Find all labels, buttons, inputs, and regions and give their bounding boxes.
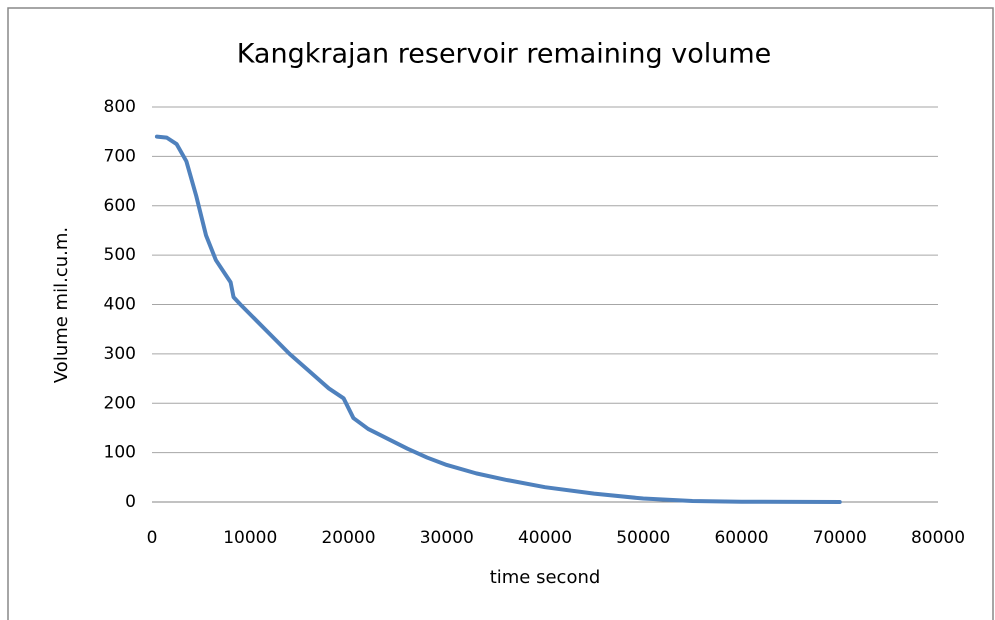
y-tick-label: 200 — [104, 393, 136, 413]
y-tick-label: 500 — [104, 245, 136, 265]
x-tick-label: 50000 — [616, 528, 670, 548]
y-tick-label: 0 — [125, 492, 136, 512]
y-tick-label: 800 — [104, 97, 136, 117]
x-axis-title: time second — [490, 567, 601, 588]
x-tick-label: 80000 — [911, 528, 965, 548]
y-tick-label: 600 — [104, 196, 136, 216]
x-tick-label: 30000 — [420, 528, 474, 548]
y-tick-label: 100 — [104, 443, 136, 463]
x-tick-label: 10000 — [223, 528, 277, 548]
chart-frame — [7, 7, 994, 620]
x-tick-label: 20000 — [321, 528, 375, 548]
x-tick-label: 40000 — [518, 528, 572, 548]
y-axis-title: Volume mil.cu.m. — [51, 227, 72, 383]
x-tick-label: 70000 — [813, 528, 867, 548]
data-line — [154, 134, 842, 504]
x-tick-label: 60000 — [714, 528, 768, 548]
y-tick-label: 400 — [104, 295, 136, 315]
y-tick-label: 300 — [104, 344, 136, 364]
y-tick-label: 700 — [104, 146, 136, 166]
x-tick-label: 0 — [147, 528, 158, 548]
chart-title: Kangkrajan reservoir remaining volume — [237, 39, 772, 70]
